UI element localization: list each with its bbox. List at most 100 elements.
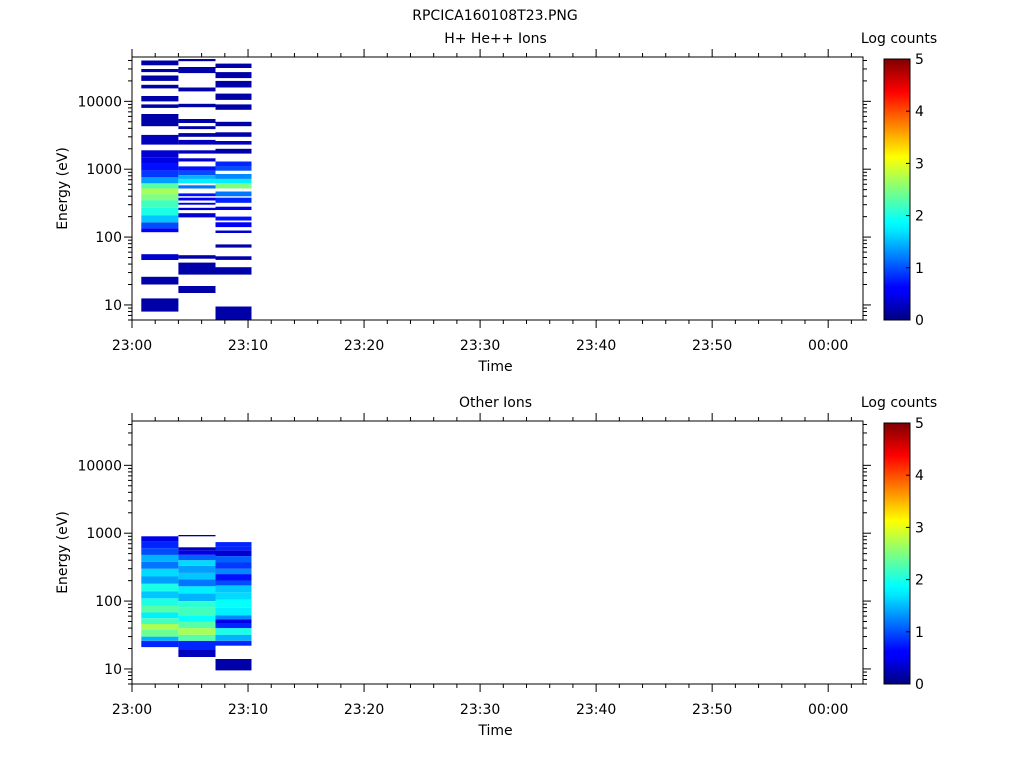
data-cell	[215, 216, 252, 221]
data-cell	[215, 542, 252, 547]
figure-title: RPCICA160108T23.PNG	[412, 8, 577, 24]
data-cell	[178, 640, 216, 650]
colorbar-tick-label: 0	[915, 313, 924, 329]
x-tick-label: 23:10	[228, 702, 268, 718]
data-cell	[215, 568, 252, 575]
data-cell	[141, 548, 179, 555]
data-cell	[215, 574, 252, 581]
data-cell	[141, 114, 179, 127]
data-cell	[141, 183, 179, 189]
colorbar-tick-label: 4	[915, 104, 924, 120]
data-cell	[178, 87, 216, 92]
data-cell	[141, 298, 179, 312]
data-cell	[215, 267, 252, 275]
data-cell	[141, 104, 179, 108]
colorbar-label: Log counts	[861, 31, 937, 47]
plot-frame	[131, 420, 864, 685]
data-cell	[178, 262, 216, 275]
data-cell	[178, 126, 216, 130]
data-cell	[215, 63, 252, 68]
y-tick-label: 100	[95, 230, 122, 246]
colorbar-label: Log counts	[861, 395, 937, 411]
data-cell	[141, 541, 179, 549]
data-cell	[215, 191, 252, 197]
data-cell	[141, 629, 179, 637]
y-tick-label: 1000	[86, 162, 122, 178]
x-axis-label: Time	[477, 723, 512, 739]
x-tick-label: 00:00	[808, 338, 848, 354]
y-tick-label: 10	[104, 662, 122, 678]
data-cell	[178, 560, 216, 566]
colorbar-tick-label: 5	[915, 416, 924, 432]
data-cell	[141, 624, 179, 630]
data-cell	[215, 546, 252, 551]
data-cell	[215, 222, 252, 228]
data-cell	[141, 177, 179, 184]
data-cell	[178, 207, 216, 211]
data-cell	[141, 84, 179, 89]
data-cell	[215, 306, 252, 320]
data-cell	[178, 150, 216, 154]
data-cell	[215, 592, 252, 600]
x-tick-label: 23:10	[228, 338, 268, 354]
data-cell	[141, 194, 179, 201]
data-cell	[215, 244, 252, 248]
data-cell	[215, 104, 252, 110]
data-cell	[141, 576, 179, 584]
data-cell	[215, 624, 252, 629]
data-cell	[178, 565, 216, 573]
data-cell	[178, 550, 216, 555]
data-cell	[178, 634, 216, 641]
data-cell	[141, 228, 179, 233]
data-cell	[141, 636, 179, 641]
data-cell	[178, 579, 216, 587]
data-cell	[141, 163, 179, 171]
data-cell	[215, 197, 252, 203]
y-tick-label: 100	[95, 594, 122, 610]
y-axis-label: Energy (eV)	[55, 511, 71, 594]
data-cell	[178, 170, 216, 175]
data-cell	[141, 618, 179, 624]
data-cell	[141, 60, 179, 66]
data-cell	[141, 568, 179, 577]
data-cell	[141, 150, 179, 158]
data-cell	[178, 59, 216, 62]
y-axis-label: Energy (eV)	[55, 147, 71, 230]
x-tick-label: 23:20	[344, 702, 384, 718]
data-cell	[178, 67, 216, 74]
colorbar-tick-label: 5	[915, 52, 924, 68]
data-cell	[141, 276, 179, 285]
data-cell	[215, 256, 252, 260]
data-cell	[141, 75, 179, 81]
panel-title: Other Ions	[459, 395, 532, 411]
data-cell	[215, 659, 252, 671]
data-cell	[215, 93, 252, 100]
data-cell	[215, 634, 252, 641]
data-cell	[178, 547, 216, 551]
data-cell	[215, 206, 252, 210]
x-tick-label: 23:00	[112, 338, 152, 354]
x-tick-label: 23:20	[344, 338, 384, 354]
y-tick-label: 10000	[77, 458, 122, 474]
data-cell	[141, 222, 179, 229]
data-cell	[215, 599, 252, 608]
data-cell	[178, 185, 216, 189]
data-cell	[215, 556, 252, 563]
data-cell	[215, 550, 252, 557]
data-cell	[178, 586, 216, 594]
data-cell	[215, 585, 252, 593]
data-cell	[178, 615, 216, 622]
data-cell	[178, 650, 216, 657]
data-cell	[215, 174, 252, 179]
data-cell	[178, 601, 216, 608]
data-cell	[141, 215, 179, 223]
data-cell	[141, 207, 179, 216]
data-cell	[178, 286, 216, 293]
colorbar-tick-label: 0	[915, 677, 924, 693]
colorbar-tick-label: 1	[915, 261, 924, 277]
data-cell	[178, 628, 216, 635]
data-cell	[215, 628, 252, 635]
data-cell	[215, 141, 252, 145]
